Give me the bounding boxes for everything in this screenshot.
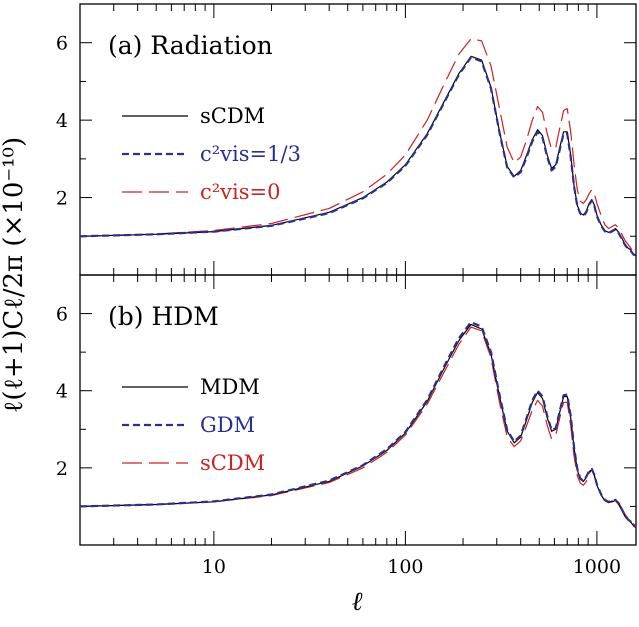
x-tick-label: 10 bbox=[202, 556, 226, 578]
legend-label: c²vis=0 bbox=[200, 180, 281, 204]
panel-label: (a) Radiation bbox=[108, 31, 273, 60]
legend-label: MDM bbox=[200, 375, 260, 399]
series-line-0 bbox=[79, 55, 637, 257]
legend-label: sCDM bbox=[200, 104, 265, 128]
panel-label: (b) HDM bbox=[108, 302, 219, 331]
x-tick-label: 1000 bbox=[573, 556, 621, 578]
series-line-1 bbox=[79, 321, 637, 529]
legend-label: c²vis=1/3 bbox=[200, 142, 301, 166]
x-tick-label: 100 bbox=[387, 556, 423, 578]
series-line-2 bbox=[79, 38, 637, 255]
y-tick-label: 6 bbox=[56, 304, 68, 326]
panel-b: 2 4 6 10 100 1000 (b) HDM MDM GDM sCDM bbox=[56, 274, 637, 578]
x-axis-label: ℓ bbox=[352, 587, 363, 617]
y-tick-label: 4 bbox=[56, 381, 68, 403]
series-line-2 bbox=[79, 326, 637, 527]
legend-label: sCDM bbox=[200, 451, 265, 475]
series-line-0 bbox=[79, 323, 637, 529]
y-axis-label: ℓ(ℓ+1)Cℓ/2π (×10⁻¹⁰) bbox=[0, 137, 29, 413]
y-tick-label: 2 bbox=[56, 188, 68, 210]
y-tick-label: 6 bbox=[56, 33, 68, 55]
plot-frame bbox=[79, 274, 637, 546]
panel-a: 2 4 6 (a) Radiation sCDM c²vis=1/3 c²vis=0 bbox=[56, 3, 637, 276]
legend-label: GDM bbox=[200, 413, 255, 437]
y-tick-label: 2 bbox=[56, 458, 68, 480]
y-tick-label: 4 bbox=[56, 110, 68, 132]
series-line-1 bbox=[79, 56, 637, 258]
